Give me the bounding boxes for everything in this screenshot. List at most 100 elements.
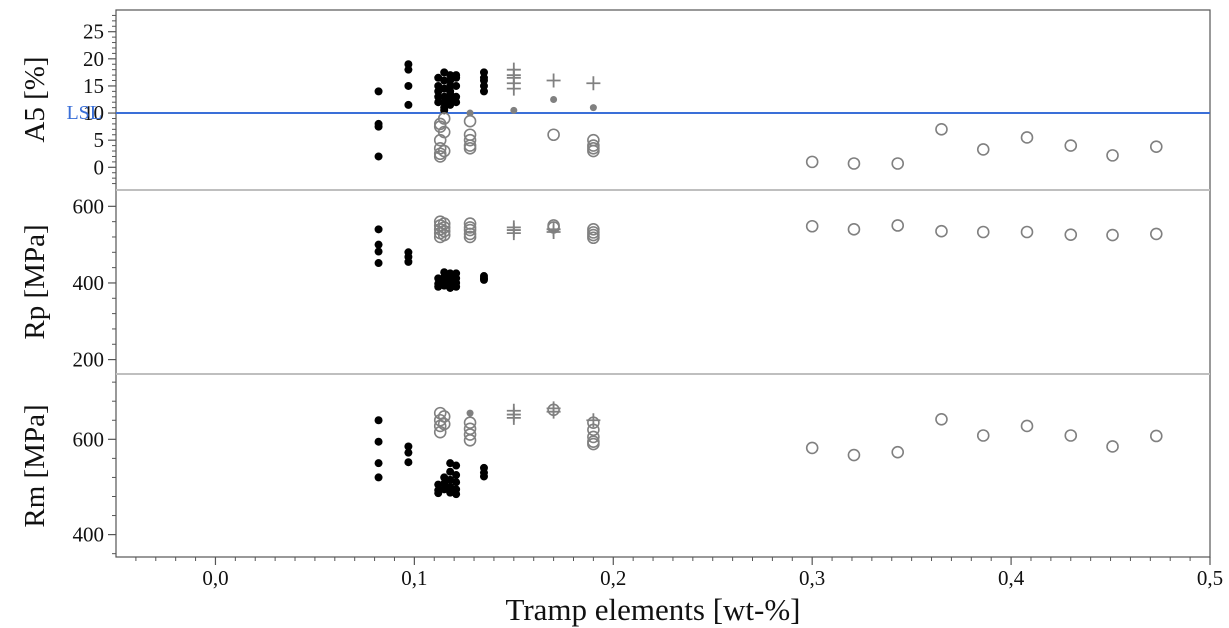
data-point-plus <box>546 73 561 88</box>
x-tick-label: 0,5 <box>1197 566 1223 590</box>
data-point-open <box>847 448 861 462</box>
y-axis-title: A5 [%] <box>19 56 51 142</box>
data-point-filled <box>404 257 413 266</box>
data-point-open <box>437 224 451 238</box>
y-tick-label: 200 <box>73 348 105 372</box>
data-point-filled <box>446 283 455 292</box>
data-point-filled <box>404 458 413 467</box>
data-point-filled <box>404 65 413 74</box>
data-point-open <box>463 428 477 441</box>
data-point-plus <box>506 81 521 96</box>
data-point-filled <box>374 437 383 446</box>
data-point-filled <box>404 448 413 457</box>
y-tick-label: 0 <box>94 155 105 179</box>
data-point-open <box>891 157 905 170</box>
data-point-filled <box>452 73 461 82</box>
data-point-filled <box>550 96 558 103</box>
data-point-open <box>587 437 600 451</box>
data-point-filled <box>452 81 461 90</box>
data-point-filled <box>452 471 461 480</box>
data-point-filled <box>374 459 383 468</box>
y-tick-label: 15 <box>83 74 104 98</box>
data-point-filled <box>404 100 413 109</box>
data-point-filled <box>589 104 597 112</box>
data-point-open <box>847 223 861 236</box>
data-point-open <box>437 228 451 242</box>
data-point-open <box>437 410 451 423</box>
y-tick-label: 600 <box>73 427 105 451</box>
data-point-filled <box>374 240 383 249</box>
data-point-open <box>1064 228 1078 241</box>
data-point-open <box>891 219 905 232</box>
data-point-open <box>1020 419 1034 433</box>
data-point-filled <box>374 259 383 268</box>
data-point-plus <box>506 226 521 241</box>
data-point-open <box>1149 227 1163 241</box>
data-point-filled <box>440 106 449 115</box>
data-point-open <box>891 445 905 459</box>
data-point-filled <box>446 467 455 476</box>
data-point-open <box>437 417 451 431</box>
data-point-open <box>463 230 477 244</box>
data-point-filled <box>434 489 443 498</box>
data-point-open <box>1149 429 1163 443</box>
data-point-filled <box>510 106 518 114</box>
x-tick-label: 0,4 <box>998 566 1025 590</box>
data-point-open <box>587 231 600 245</box>
data-point-open <box>433 406 447 420</box>
data-point-open <box>547 128 560 142</box>
data-point-open <box>976 143 990 156</box>
plot-frame <box>115 9 1211 558</box>
data-point-filled <box>466 109 474 117</box>
y-tick-label: 10 <box>83 101 104 125</box>
data-point-filled <box>446 269 455 278</box>
y-tick-label: 25 <box>83 20 104 44</box>
data-point-open <box>1106 149 1119 162</box>
data-point-filled <box>374 87 383 96</box>
x-tick-label: 0,2 <box>600 566 626 590</box>
data-point-filled <box>374 152 383 161</box>
data-point-open <box>437 125 451 139</box>
data-point-open <box>463 114 477 128</box>
data-point-filled <box>374 122 383 131</box>
data-point-filled <box>479 275 488 284</box>
data-point-open <box>437 144 451 158</box>
data-point-filled <box>452 478 461 487</box>
data-point-filled <box>446 100 455 109</box>
data-point-plus <box>546 224 561 239</box>
data-point-filled <box>374 247 383 256</box>
data-point-open <box>463 416 477 429</box>
y-tick-label: 600 <box>73 194 105 218</box>
data-point-open <box>1020 131 1034 144</box>
data-point-plus <box>506 410 521 425</box>
data-point-filled <box>452 98 461 107</box>
data-point-open <box>976 429 990 442</box>
data-point-filled <box>434 73 443 82</box>
data-point-filled <box>452 461 461 470</box>
data-point-open <box>935 413 948 426</box>
data-point-open <box>1149 140 1163 153</box>
data-point-open <box>1064 429 1078 442</box>
data-point-open <box>437 221 451 234</box>
data-point-open <box>805 219 819 233</box>
data-point-open <box>805 155 819 169</box>
x-tick-label: 0,0 <box>202 566 228 590</box>
data-point-filled <box>479 472 488 481</box>
data-point-filled <box>446 488 455 497</box>
data-point-open <box>463 133 477 147</box>
data-point-filled <box>466 409 474 417</box>
data-point-filled <box>452 282 461 291</box>
y-axis-title: Rp [MPa] <box>19 224 51 339</box>
data-point-filled <box>440 68 449 77</box>
data-point-open <box>1064 139 1078 152</box>
data-point-open <box>1020 225 1034 239</box>
data-point-open <box>805 441 819 455</box>
y-axis-title: Rm [MPa] <box>19 404 51 527</box>
data-point-filled <box>452 490 461 499</box>
data-point-open <box>437 112 451 125</box>
data-point-open <box>463 223 477 237</box>
data-point-filled <box>374 225 383 234</box>
x-tick-label: 0,1 <box>401 566 427 590</box>
data-point-open <box>935 224 948 238</box>
